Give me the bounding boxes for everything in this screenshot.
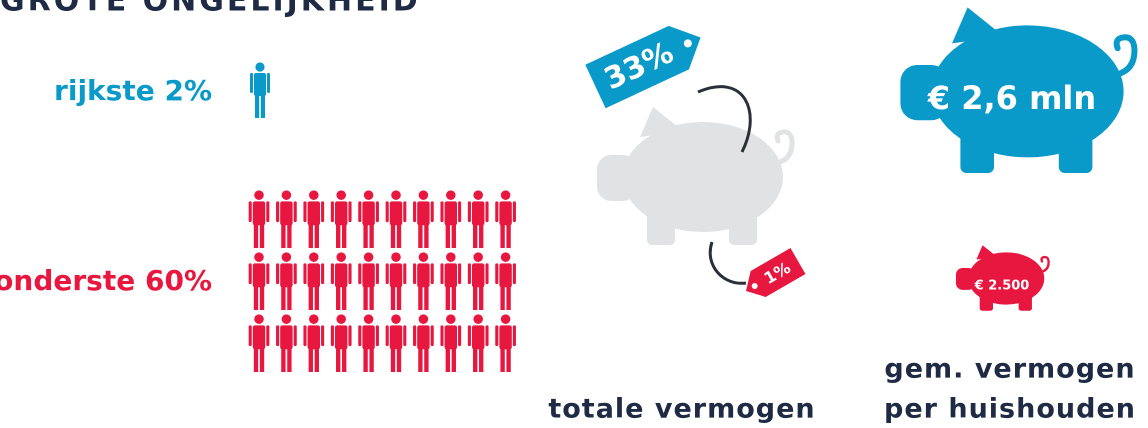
person-icon (303, 314, 324, 372)
person-icon (386, 252, 407, 310)
person-icon (249, 314, 270, 372)
person-icon (468, 190, 489, 248)
caption: totale vermogen (548, 394, 815, 425)
person-icon (331, 314, 352, 372)
person-icon (440, 190, 461, 248)
caption: per huishouden (884, 394, 1136, 425)
pig-grey (597, 107, 792, 245)
person-icon (413, 314, 434, 372)
person-icon (468, 314, 489, 372)
person-icon (440, 252, 461, 310)
person-icon (358, 252, 379, 310)
person-icon (276, 314, 297, 372)
people-icons (249, 62, 516, 372)
person-icon (358, 314, 379, 372)
person-icon (495, 314, 516, 372)
pig-value: € 2.500 (974, 279, 1030, 294)
person-icon (331, 252, 352, 310)
person-icon (413, 190, 434, 248)
tag-cord (710, 242, 746, 283)
person-icon (468, 252, 489, 310)
person-icon (331, 190, 352, 248)
person-icon (495, 252, 516, 310)
infographic: GROTE ONGELIJKHEID rijkste 2% onderste 6… (0, 0, 1148, 428)
title: GROTE ONGELIJKHEID (0, 0, 421, 19)
person-icon (386, 314, 407, 372)
person-icon (413, 252, 434, 310)
person-icon (440, 314, 461, 372)
person-icon (386, 190, 407, 248)
person-icon (495, 190, 516, 248)
person-icon (250, 62, 270, 118)
group-label: onderste 60% (0, 264, 212, 297)
person-icon (276, 190, 297, 248)
price-tag: 1% (739, 248, 806, 304)
person-icon (303, 252, 324, 310)
person-icon (276, 252, 297, 310)
price-tag: 33% (585, 16, 710, 109)
group-label: rijkste 2% (54, 74, 212, 107)
person-icon (249, 190, 270, 248)
person-icon (249, 252, 270, 310)
caption: gem. vermogen (884, 354, 1135, 385)
pig-value: € 2,6 mln (927, 79, 1096, 117)
person-icon (358, 190, 379, 248)
person-icon (303, 190, 324, 248)
